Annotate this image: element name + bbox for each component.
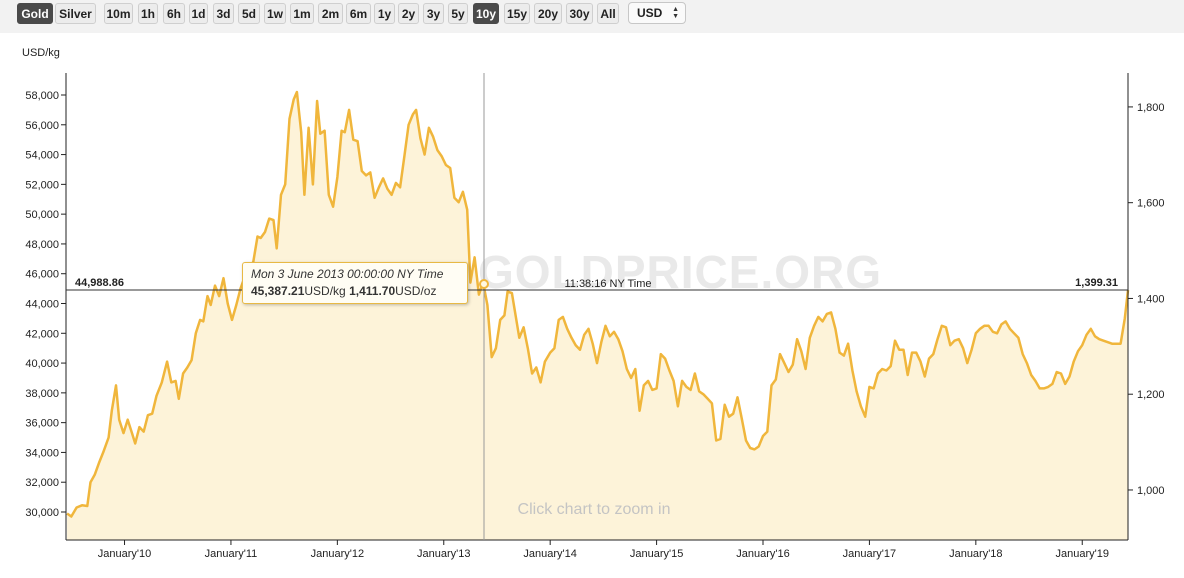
axes-layer [65,73,1129,541]
y-left-tick-label: 54,000 [25,150,59,162]
x-tick-label: January'14 [523,548,576,560]
range-button-6h[interactable]: 6h [163,3,185,24]
y-right-tick-label: 1,400 [1137,293,1165,305]
zoom-hint: Click chart to zoom in [518,501,671,518]
y-right-tick-label: 1,200 [1137,389,1165,401]
range-button-silver[interactable]: Silver [55,3,96,24]
y-left-tick-label: 36,000 [25,418,59,430]
x-tick-label: January'16 [736,548,789,560]
x-tick-label: January'13 [417,548,470,560]
range-button-all[interactable]: All [597,3,619,24]
crosshair-left-value: 44,988.86 [75,277,124,289]
chart-toolbar: Gold Silver 10m 1h 6h 1d 3d 5d 1w 1m 2m 6m 1y 2y 3y 5y 1… [0,0,1184,33]
y-left-tick-label: 30,000 [25,507,59,519]
y-left-tick-label: 42,000 [25,328,59,340]
range-button-2y[interactable]: 2y [398,3,419,24]
currency-select[interactable]: USD ▲ ▼ [628,2,686,24]
x-tick-label: January'17 [843,548,896,560]
y-right-tick-label: 1,600 [1137,198,1165,210]
range-button-1w[interactable]: 1w [264,3,286,24]
tooltip-kg-value: 45,387.21 [251,284,305,298]
y-left-tick-label: 58,000 [25,90,59,102]
price-area-layer [66,90,1130,540]
y-left-tick-label: 56,000 [25,120,59,132]
crosshair-right-value: 1,399.31 [1075,277,1118,289]
range-button-6m[interactable]: 6m [346,3,371,24]
chart-tooltip: Mon 3 June 2013 00:00:00 NY Time 45,387.… [242,262,468,304]
x-tick-label: January'11 [205,548,258,560]
y-left-tick-label: 46,000 [25,269,59,281]
range-button-2m[interactable]: 2m [318,3,343,24]
y-left-tick-label: 34,000 [25,447,59,459]
ticks-layer: 30,000 32,000 34,000 36,000 38,000 40,000 42,0… [25,90,1164,560]
range-button-5d[interactable]: 5d [238,3,260,24]
x-tick-label: January'18 [949,548,1002,560]
y-left-tick-label: 32,000 [25,477,59,489]
y-right-tick-label: 1,800 [1137,102,1165,114]
range-button-30y[interactable]: 30y [566,3,593,24]
range-button-1h[interactable]: 1h [138,3,158,24]
y-axis-unit-label: USD/kg [22,47,60,59]
tooltip-date: Mon 3 June 2013 00:00:00 NY Time [251,267,444,281]
tooltip-oz-unit: USD/oz [395,284,437,298]
y-left-tick-label: 48,000 [25,239,59,251]
range-button-10m[interactable]: 10m [104,3,133,24]
range-button-1m[interactable]: 1m [290,3,314,24]
select-arrows-icon: ▲ ▼ [672,6,679,20]
chart-watermark: GOLDPRICE.ORG [478,246,882,298]
x-tick-label: January'15 [630,548,683,560]
tooltip-values: 45,387.21USD/kg 1,411.70USD/oz [251,284,459,298]
hover-point-marker [479,279,489,289]
range-button-1y[interactable]: 1y [374,3,395,24]
tooltip-oz-value: 1,411.70 [349,284,396,298]
x-tick-label: January'10 [98,548,151,560]
y-right-tick-label: 1,000 [1137,485,1165,497]
y-left-tick-label: 44,000 [25,299,59,311]
y-left-tick-label: 52,000 [25,179,59,191]
x-tick-label: January'19 [1056,548,1109,560]
range-button-5y[interactable]: 5y [448,3,468,24]
y-left-tick-label: 50,000 [25,209,59,221]
range-button-3d[interactable]: 3d [213,3,234,24]
crosshair-time-label: 11:38:16 NY Time [564,278,651,290]
x-tick-label: January'12 [311,548,364,560]
range-button-1d[interactable]: 1d [189,3,208,24]
range-button-3y[interactable]: 3y [423,3,444,24]
range-button-10y[interactable]: 10y [473,3,499,24]
range-button-20y[interactable]: 20y [534,3,562,24]
currency-select-value: USD [637,6,663,20]
y-left-tick-label: 40,000 [25,358,59,370]
range-button-gold[interactable]: Gold [17,3,53,24]
tooltip-kg-unit: USD/kg [304,284,346,298]
price-area-fill [67,92,1129,540]
range-button-15y[interactable]: 15y [504,3,530,24]
y-left-tick-label: 38,000 [25,388,59,400]
